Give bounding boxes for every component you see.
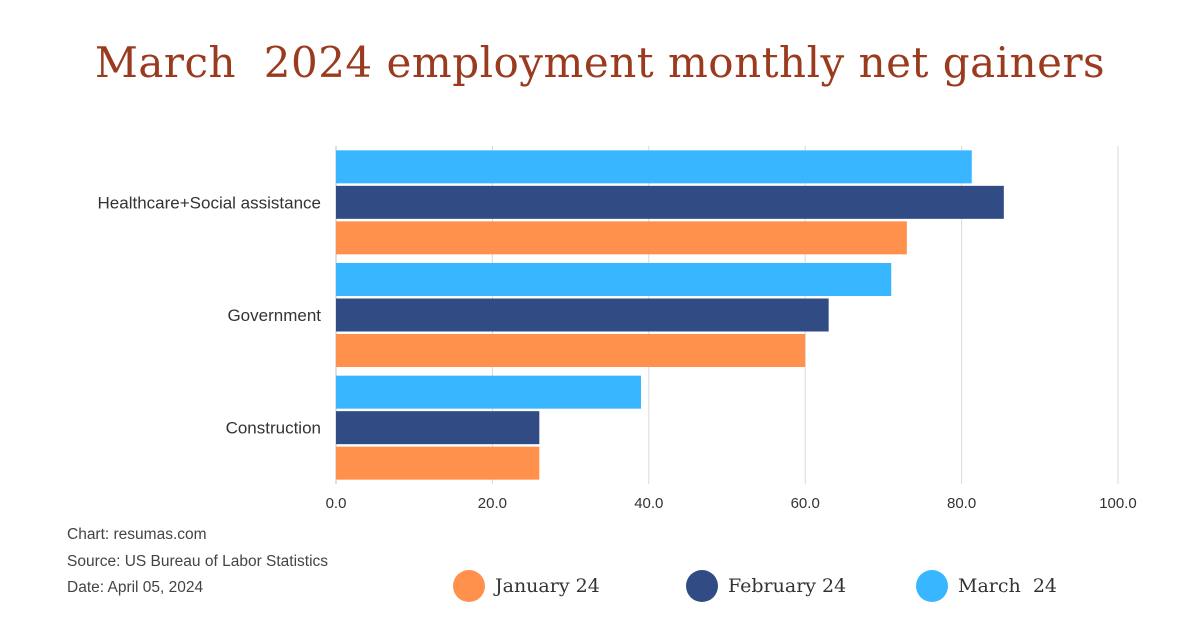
bar-construction-march-24 bbox=[336, 375, 641, 409]
category-label-1: Government bbox=[227, 306, 321, 325]
x-tick-label-1: 20.0 bbox=[478, 495, 507, 512]
legend-item-january: January 24 bbox=[453, 568, 600, 604]
x-tick-label-5: 100.0 bbox=[1099, 495, 1137, 512]
x-tick-label-4: 80.0 bbox=[947, 495, 976, 512]
category-label-0: Healthcare+Social assistance bbox=[98, 193, 321, 212]
source-note: Source: US Bureau of Labor Statistics bbox=[67, 553, 329, 570]
bar-healthcare-social-assistance-march-24 bbox=[336, 150, 972, 184]
bar-government-march-24 bbox=[336, 263, 892, 296]
legend-label-january: January 24 bbox=[495, 575, 600, 597]
legend-swatch-january bbox=[453, 570, 485, 602]
legend-swatch-february bbox=[686, 570, 718, 602]
chart-credit: Chart: resumas.com bbox=[67, 526, 207, 543]
x-tick-label-0: 0.0 bbox=[326, 495, 347, 512]
legend-swatch-march bbox=[916, 570, 948, 602]
chart-title: March 2024 employment monthly net gainer… bbox=[94, 38, 1106, 87]
legend-label-february: February 24 bbox=[728, 575, 847, 597]
label-layer: 0.0 20.0 40.0 60.0 80.0 100.0 Healthcare+Socia… bbox=[98, 193, 1137, 512]
category-label-2: Construction bbox=[226, 419, 321, 438]
bar-layer bbox=[336, 150, 1004, 480]
date-note: Date: April 05, 2024 bbox=[67, 579, 204, 596]
bar-healthcare-social-assistance-january-24 bbox=[336, 221, 907, 255]
bar-government-january-24 bbox=[336, 334, 806, 367]
x-tick-label-2: 40.0 bbox=[634, 495, 663, 512]
x-tick-label-3: 60.0 bbox=[791, 495, 820, 512]
legend-item-february: February 24 bbox=[686, 568, 846, 604]
bar-construction-january-24 bbox=[336, 446, 540, 480]
chart-legend: January 24 February 24 March 24 bbox=[0, 568, 1200, 604]
bar-construction-february-24 bbox=[336, 411, 540, 445]
legend-label-march: March 24 bbox=[958, 575, 1057, 597]
legend-item-march: March 24 bbox=[916, 568, 1057, 604]
bar-healthcare-social-assistance-february-24 bbox=[336, 185, 1004, 219]
bar-government-february-24 bbox=[336, 298, 829, 332]
